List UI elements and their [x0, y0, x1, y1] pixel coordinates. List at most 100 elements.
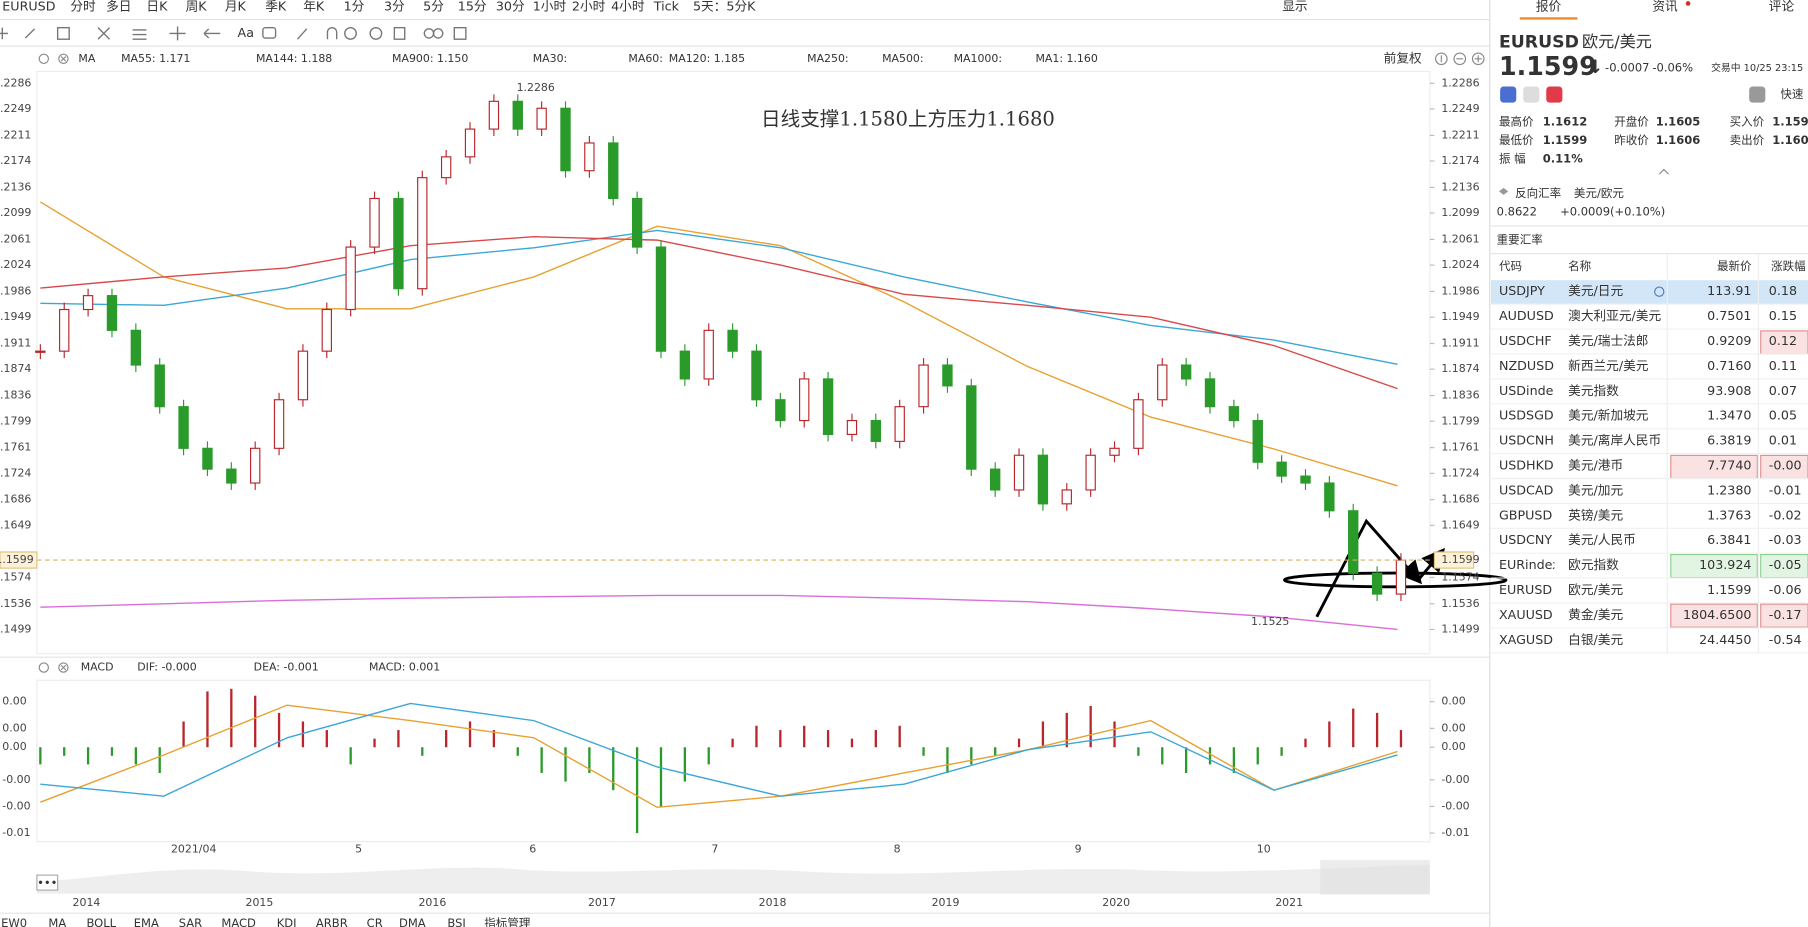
legend-entry[interactable]: MA900: 1.150	[392, 52, 468, 65]
period-tab[interactable]: 1分	[344, 0, 365, 13]
indicator-tab[interactable]: MA	[48, 916, 66, 927]
period-tab[interactable]: 15分	[458, 0, 487, 13]
legend-entry[interactable]: MA	[78, 52, 95, 65]
period-tab[interactable]: 5天：5分K	[693, 0, 756, 13]
row-code[interactable]: XAGUSD	[1499, 632, 1553, 647]
indicator-tab[interactable]: BOLL	[86, 916, 116, 927]
legend-entry[interactable]: MA30:	[533, 52, 568, 65]
row-name[interactable]: 白银/美元	[1568, 632, 1623, 647]
y-tick-label: 1.2174	[1441, 154, 1479, 167]
row-name[interactable]: 美元/港币	[1568, 458, 1623, 473]
legend-entry[interactable]: MA250:	[807, 52, 848, 65]
legend-entry[interactable]: MACD	[81, 661, 114, 674]
row-name[interactable]: 澳大利亚元/美元	[1568, 308, 1661, 323]
period-tab[interactable]: 年K	[303, 0, 325, 13]
panel-tab[interactable]: 报价	[1536, 0, 1562, 13]
drawing-tools[interactable]	[0, 26, 467, 41]
row-name[interactable]: 欧元/美元	[1568, 582, 1623, 597]
candle-body	[393, 197, 404, 290]
period-tab[interactable]: 3分	[384, 0, 405, 13]
macd-bar	[1041, 721, 1045, 748]
display-menu[interactable]: 显示	[1282, 0, 1307, 13]
legend-entry[interactable]: DEA: -0.001	[254, 661, 319, 674]
period-tab[interactable]: 4小时	[611, 0, 645, 13]
row-name[interactable]: 美元指数	[1568, 383, 1619, 398]
row-code[interactable]: EURindex	[1499, 557, 1560, 572]
period-tab[interactable]: 1小时	[533, 0, 567, 13]
period-tab[interactable]: 多日	[106, 0, 131, 13]
navigator-handle[interactable]	[36, 874, 59, 891]
row-code[interactable]: USDCAD	[1499, 482, 1554, 497]
indicator-tab[interactable]: EMA	[134, 916, 159, 927]
row-name[interactable]: 新西兰元/美元	[1568, 358, 1649, 373]
legend-entry[interactable]: MA1000:	[954, 52, 1002, 65]
row-code[interactable]: GBPUSD	[1499, 507, 1552, 522]
period-tab[interactable]: 周K	[186, 0, 208, 13]
indicator-tab[interactable]: MACD	[221, 916, 256, 927]
indicator-tab[interactable]: DMA	[399, 916, 426, 927]
candle-body	[655, 246, 667, 352]
legend-entry[interactable]: MA60:	[628, 52, 663, 65]
quote-icons[interactable]	[1500, 86, 1766, 103]
period-tab[interactable]: 30分	[496, 0, 525, 13]
candle-body	[369, 197, 380, 248]
period-tab[interactable]: Tick	[653, 0, 680, 13]
legend-entry[interactable]: MACD: 0.001	[369, 661, 440, 674]
row-code[interactable]: USDJPY	[1499, 283, 1545, 298]
legend-entry[interactable]: MA1: 1.160	[1035, 52, 1097, 65]
panel-tab[interactable]: 评论	[1769, 0, 1795, 13]
legend-entry[interactable]: MA55: 1.171	[121, 52, 190, 65]
indicator-tab[interactable]: ARBR	[316, 916, 348, 927]
period-tab[interactable]: 日K	[146, 0, 168, 13]
row-code[interactable]: USDCNY	[1499, 532, 1552, 547]
indicator-tab[interactable]: KDJ	[277, 916, 297, 927]
legend-entry[interactable]: MA500:	[882, 52, 923, 65]
row-code[interactable]: EURUSD	[1499, 582, 1552, 597]
row-name[interactable]: 美元/日元	[1568, 283, 1623, 298]
row-code[interactable]: NZDUSD	[1499, 358, 1554, 373]
row-name[interactable]: 欧元指数	[1568, 557, 1619, 572]
row-name[interactable]: 英镑/美元	[1568, 507, 1623, 522]
reverse-name[interactable]: 美元/欧元	[1574, 186, 1624, 200]
font-tool[interactable]: Aa	[238, 25, 254, 40]
indicator-tab[interactable]: 指标管理	[484, 916, 531, 927]
down-arrow: ↓	[1588, 57, 1603, 78]
collapse[interactable]	[1658, 168, 1669, 175]
period-tab[interactable]: 分时	[70, 0, 96, 13]
row-code[interactable]: USDHKD	[1499, 458, 1554, 473]
period-tab[interactable]: 5分	[423, 0, 444, 13]
row-name[interactable]: 美元/加元	[1568, 482, 1623, 497]
row-name[interactable]: 美元/人民币	[1568, 532, 1636, 547]
panel-icons[interactable]	[38, 52, 1485, 673]
row-name[interactable]: 黄金/美元	[1568, 607, 1623, 622]
period-tab[interactable]: 季K	[265, 0, 287, 13]
panel-tab[interactable]: 资讯	[1652, 0, 1678, 13]
period-tab[interactable]: 月K	[225, 0, 247, 13]
legend-entry[interactable]: MA144: 1.188	[256, 52, 332, 65]
indicator-tab[interactable]: CR	[367, 916, 383, 927]
price-tag	[0, 551, 38, 569]
row-name[interactable]: 美元/离岸人民币	[1568, 433, 1661, 448]
adjust[interactable]: 前复权	[1384, 50, 1422, 65]
row-name[interactable]: 美元/新加坡元	[1568, 408, 1649, 423]
y-tick-label: 1.1986	[1441, 284, 1479, 297]
row-code[interactable]: USDCHF	[1499, 333, 1552, 348]
indicator-tab[interactable]: SAR	[179, 916, 202, 927]
period-tab[interactable]: 2小时	[572, 0, 606, 13]
y-tick-label-left: 1.2286	[0, 76, 31, 89]
row-code[interactable]: XAUUSD	[1499, 607, 1553, 622]
row-code[interactable]: USDSGD	[1499, 408, 1554, 423]
legend-entry[interactable]: MA120: 1.185	[669, 52, 745, 65]
row-code[interactable]: AUDUSD	[1499, 308, 1554, 323]
row-name[interactable]: 美元/瑞士法郎	[1568, 333, 1648, 348]
row-code[interactable]: USDCNH	[1499, 433, 1554, 448]
navigator-window[interactable]	[1320, 860, 1430, 895]
symbol[interactable]: EURUSD	[2, 0, 55, 13]
indicator-tab[interactable]: IEW0	[0, 916, 27, 927]
watch-icon[interactable]	[1654, 286, 1665, 297]
row-code[interactable]: USDinde	[1499, 383, 1554, 398]
quick[interactable]: 快速	[1780, 87, 1804, 101]
legend-entry[interactable]: DIF: -0.000	[137, 661, 197, 674]
indicator-tab[interactable]: BSI	[447, 916, 465, 927]
